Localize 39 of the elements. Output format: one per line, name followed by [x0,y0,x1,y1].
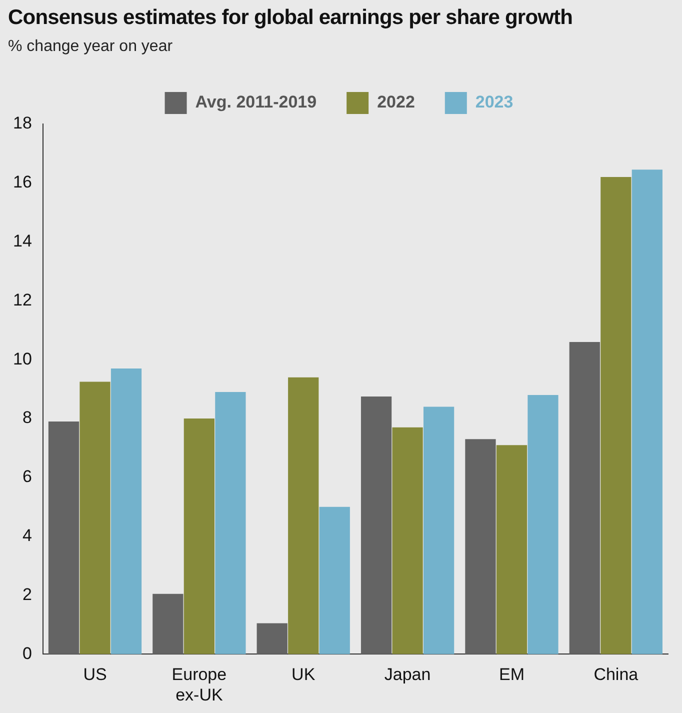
bar [288,377,319,654]
y-tick-label: 4 [22,526,32,546]
x-tick-label: US [83,665,107,684]
bar [465,439,496,654]
x-tick-label: Europe ex-UK [172,665,227,704]
legend-label: Avg. 2011-2019 [195,92,317,112]
y-tick-label: 16 [12,172,32,192]
y-tick-label: 0 [22,644,32,663]
bar [360,396,392,654]
y-tick-label: 10 [12,349,32,368]
bar [184,418,214,654]
bar [215,392,246,654]
bar [392,427,423,654]
bar [632,170,662,654]
y-tick-label: 18 [12,114,32,133]
bar [80,382,110,654]
x-tick-label: EM [498,665,524,684]
bar [496,445,528,654]
legend-label: 2022 [377,92,415,112]
chart-title: Consensus estimates for global earnings per share growth [8,6,573,30]
y-tick-label: 6 [22,467,32,486]
x-tick-label: Japan [384,665,431,684]
x-tick-label: China [594,665,639,684]
bar [152,594,184,654]
bar [423,406,454,654]
chart-subtitle: % change year on year [8,38,173,56]
y-tick-label: 8 [22,408,32,428]
bar [48,422,80,654]
bar [569,342,600,654]
y-tick-label: 2 [22,584,32,604]
bar [319,506,350,654]
bar [600,177,632,654]
legend-label: 2023 [475,92,514,112]
bar [256,623,288,654]
x-tick-label: UK [292,665,316,684]
y-tick-label: 14 [12,232,32,251]
y-tick-label: 12 [12,290,32,310]
bar [110,368,142,654]
bar [528,394,558,654]
